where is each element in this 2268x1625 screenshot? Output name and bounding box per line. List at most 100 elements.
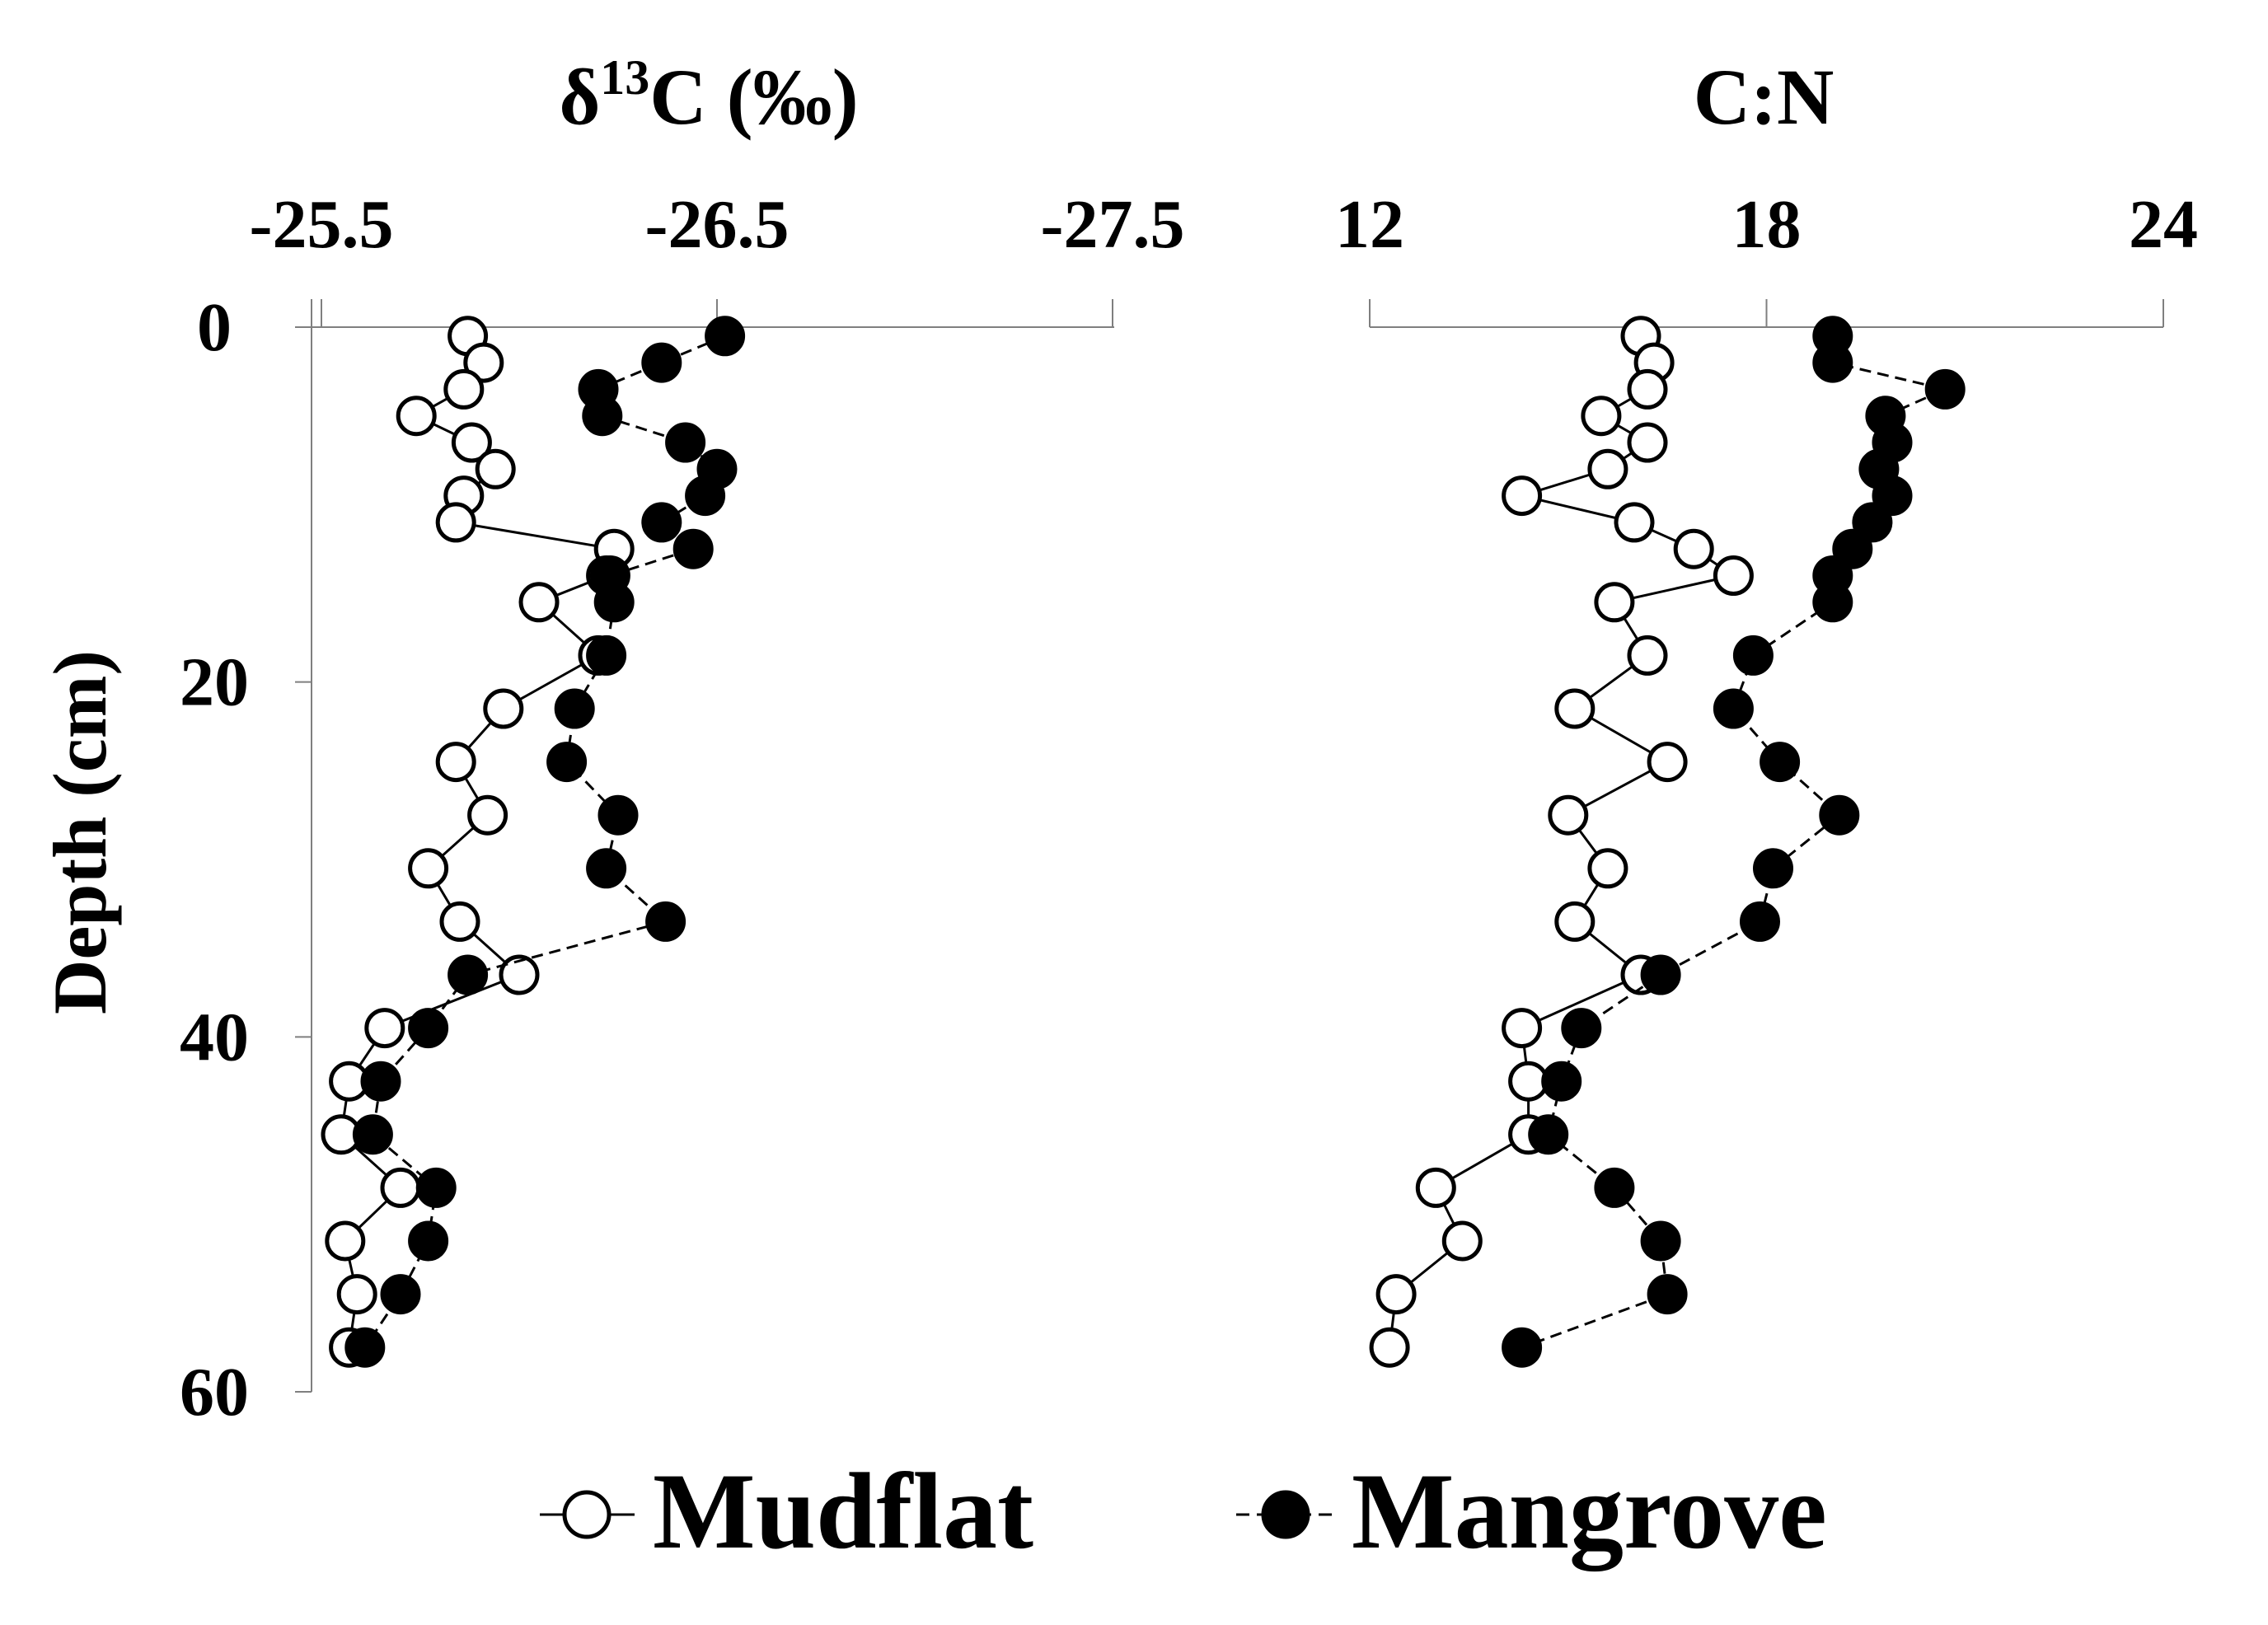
cn-mudflat-point xyxy=(1673,528,1714,569)
d13c-panel: δ13C (‰) -25.5 -26.5 -27.5 0 20 40 60 xyxy=(180,50,1184,1431)
d13c-x-tick-label: -25.5 xyxy=(250,186,394,263)
d13c-mudflat-point xyxy=(483,688,524,729)
d13c-mangrove-point xyxy=(352,1114,393,1155)
cn-x-tick-label: 18 xyxy=(1732,186,1802,263)
d13c-mangrove-point xyxy=(641,502,682,543)
d13c-x-tick-label: -27.5 xyxy=(1041,186,1185,263)
cn-mangrove-point xyxy=(1812,582,1853,623)
cn-mangrove-point xyxy=(1647,1274,1688,1315)
cn-mangrove-point xyxy=(1872,475,1913,517)
d13c-mangrove-point xyxy=(641,342,682,383)
cn-mangrove-point xyxy=(1528,1114,1569,1155)
d13c-mudflat-point xyxy=(325,1220,366,1262)
cn-mangrove-point xyxy=(1732,635,1774,676)
d13c-mudflat-point xyxy=(443,368,485,410)
legend-mudflat-label: Mudflat xyxy=(653,1450,1033,1571)
d13c-mudflat-point xyxy=(499,954,540,995)
d13c-mangrove-point xyxy=(408,1008,449,1049)
cn-mangrove-point xyxy=(1852,502,1893,543)
cn-mudflat-point xyxy=(1627,635,1668,676)
legend-item-mangrove: Mangrove xyxy=(1236,1450,1827,1571)
legend-mangrove-label: Mangrove xyxy=(1352,1450,1827,1571)
cn-axes xyxy=(1369,299,2164,328)
d13c-mangrove-point xyxy=(380,1274,421,1315)
d13c-mudflat-point xyxy=(435,742,476,783)
d13c-mangrove-point xyxy=(645,901,686,942)
d13c-mangrove-point xyxy=(415,1167,457,1208)
d13c-mangrove-point xyxy=(597,794,639,836)
d13c-mudflat-point xyxy=(336,1274,377,1315)
cn-mudflat-point xyxy=(1581,396,1622,437)
cn-mangrove-point xyxy=(1753,848,1793,889)
d13c-title: δ13C (‰) xyxy=(559,50,858,141)
d13c-mangrove-point xyxy=(554,688,595,729)
y-axis-title: Depth (cm) xyxy=(38,650,122,1014)
d13c-series-mangrove xyxy=(344,316,746,1368)
d13c-mangrove-point xyxy=(593,582,635,623)
d13c-mudflat-point xyxy=(364,1008,405,1049)
cn-mudflat-point xyxy=(1627,422,1668,463)
d13c-mudflat-point xyxy=(408,848,449,889)
d13c-mudflat-point xyxy=(380,1167,421,1208)
cn-mudflat-point xyxy=(1508,1061,1549,1102)
d13c-mudflat-point xyxy=(467,794,508,836)
cn-mangrove-point xyxy=(1819,794,1860,836)
d13c-mangrove-point xyxy=(665,422,706,463)
d13c-mangrove-point xyxy=(672,528,714,569)
cn-mangrove-point xyxy=(1812,342,1853,383)
d13c-mangrove-point xyxy=(344,1327,386,1368)
cn-series-mangrove xyxy=(1502,316,1966,1368)
cn-mudflat-point xyxy=(1554,901,1596,942)
legend-mudflat-marker xyxy=(562,1490,612,1539)
d13c-mangrove-point xyxy=(586,848,627,889)
cn-title: C:N xyxy=(1694,53,1835,141)
depth-tick-labels: 0 20 40 60 xyxy=(180,289,249,1431)
d13c-mudflat-point xyxy=(451,422,492,463)
cn-mudflat-point xyxy=(1441,1220,1483,1262)
cn-mangrove-point xyxy=(1594,1167,1635,1208)
cn-mudflat-point xyxy=(1594,582,1635,623)
d13c-mangrove-point xyxy=(448,954,489,995)
cn-mangrove-point xyxy=(1832,528,1873,569)
d13c-mangrove-point xyxy=(586,635,627,676)
cn-mudflat-point xyxy=(1369,1327,1410,1368)
cn-panel: C:N 12 18 24 xyxy=(1335,53,2198,1368)
d13c-mangrove-point xyxy=(408,1220,449,1262)
cn-mangrove-point xyxy=(1740,901,1780,942)
d13c-mudflat-point xyxy=(518,582,560,623)
cn-mudflat-point xyxy=(1587,848,1628,889)
d13c-mangrove-point xyxy=(360,1061,401,1102)
legend-mangrove-marker xyxy=(1261,1490,1310,1539)
cn-mangrove-point xyxy=(1924,368,1966,410)
cn-mudflat-point xyxy=(1627,368,1668,410)
legend-item-mudflat: Mudflat xyxy=(540,1450,1033,1571)
cn-mudflat-point xyxy=(1554,688,1596,729)
d13c-series-layer xyxy=(321,316,746,1368)
d13c-mangrove-point xyxy=(582,396,623,437)
d13c-mangrove-point xyxy=(705,316,746,357)
d13c-mudflat-point xyxy=(396,396,437,437)
cn-series-layer xyxy=(1369,316,1966,1368)
cn-mudflat-point xyxy=(1415,1167,1456,1208)
cn-mangrove-point xyxy=(1640,954,1681,995)
depth-tick-label: 40 xyxy=(180,999,249,1075)
d13c-mudflat-point xyxy=(475,448,516,489)
cn-mangrove-point xyxy=(1713,688,1754,729)
cn-mangrove-point xyxy=(1561,1008,1602,1049)
depth-tick-label: 20 xyxy=(180,644,249,721)
d13c-x-tick-labels: -25.5 -26.5 -27.5 xyxy=(250,186,1185,263)
cn-mudflat-point xyxy=(1548,794,1589,836)
cn-mudflat-point xyxy=(1375,1274,1417,1315)
d13c-mangrove-point xyxy=(546,742,588,783)
cn-mudflat-point xyxy=(1587,448,1628,489)
cn-mudflat-point xyxy=(1647,742,1688,783)
cn-mudflat-point xyxy=(1614,502,1655,543)
d13c-mangrove-point xyxy=(685,475,726,517)
cn-mudflat-point xyxy=(1502,475,1543,517)
cn-mangrove-point xyxy=(1502,1327,1543,1368)
cn-mangrove-point xyxy=(1541,1061,1582,1102)
cn-mangrove-point xyxy=(1760,742,1801,783)
cn-x-tick-label: 12 xyxy=(1335,186,1404,263)
d13c-mudflat-point xyxy=(463,342,504,383)
